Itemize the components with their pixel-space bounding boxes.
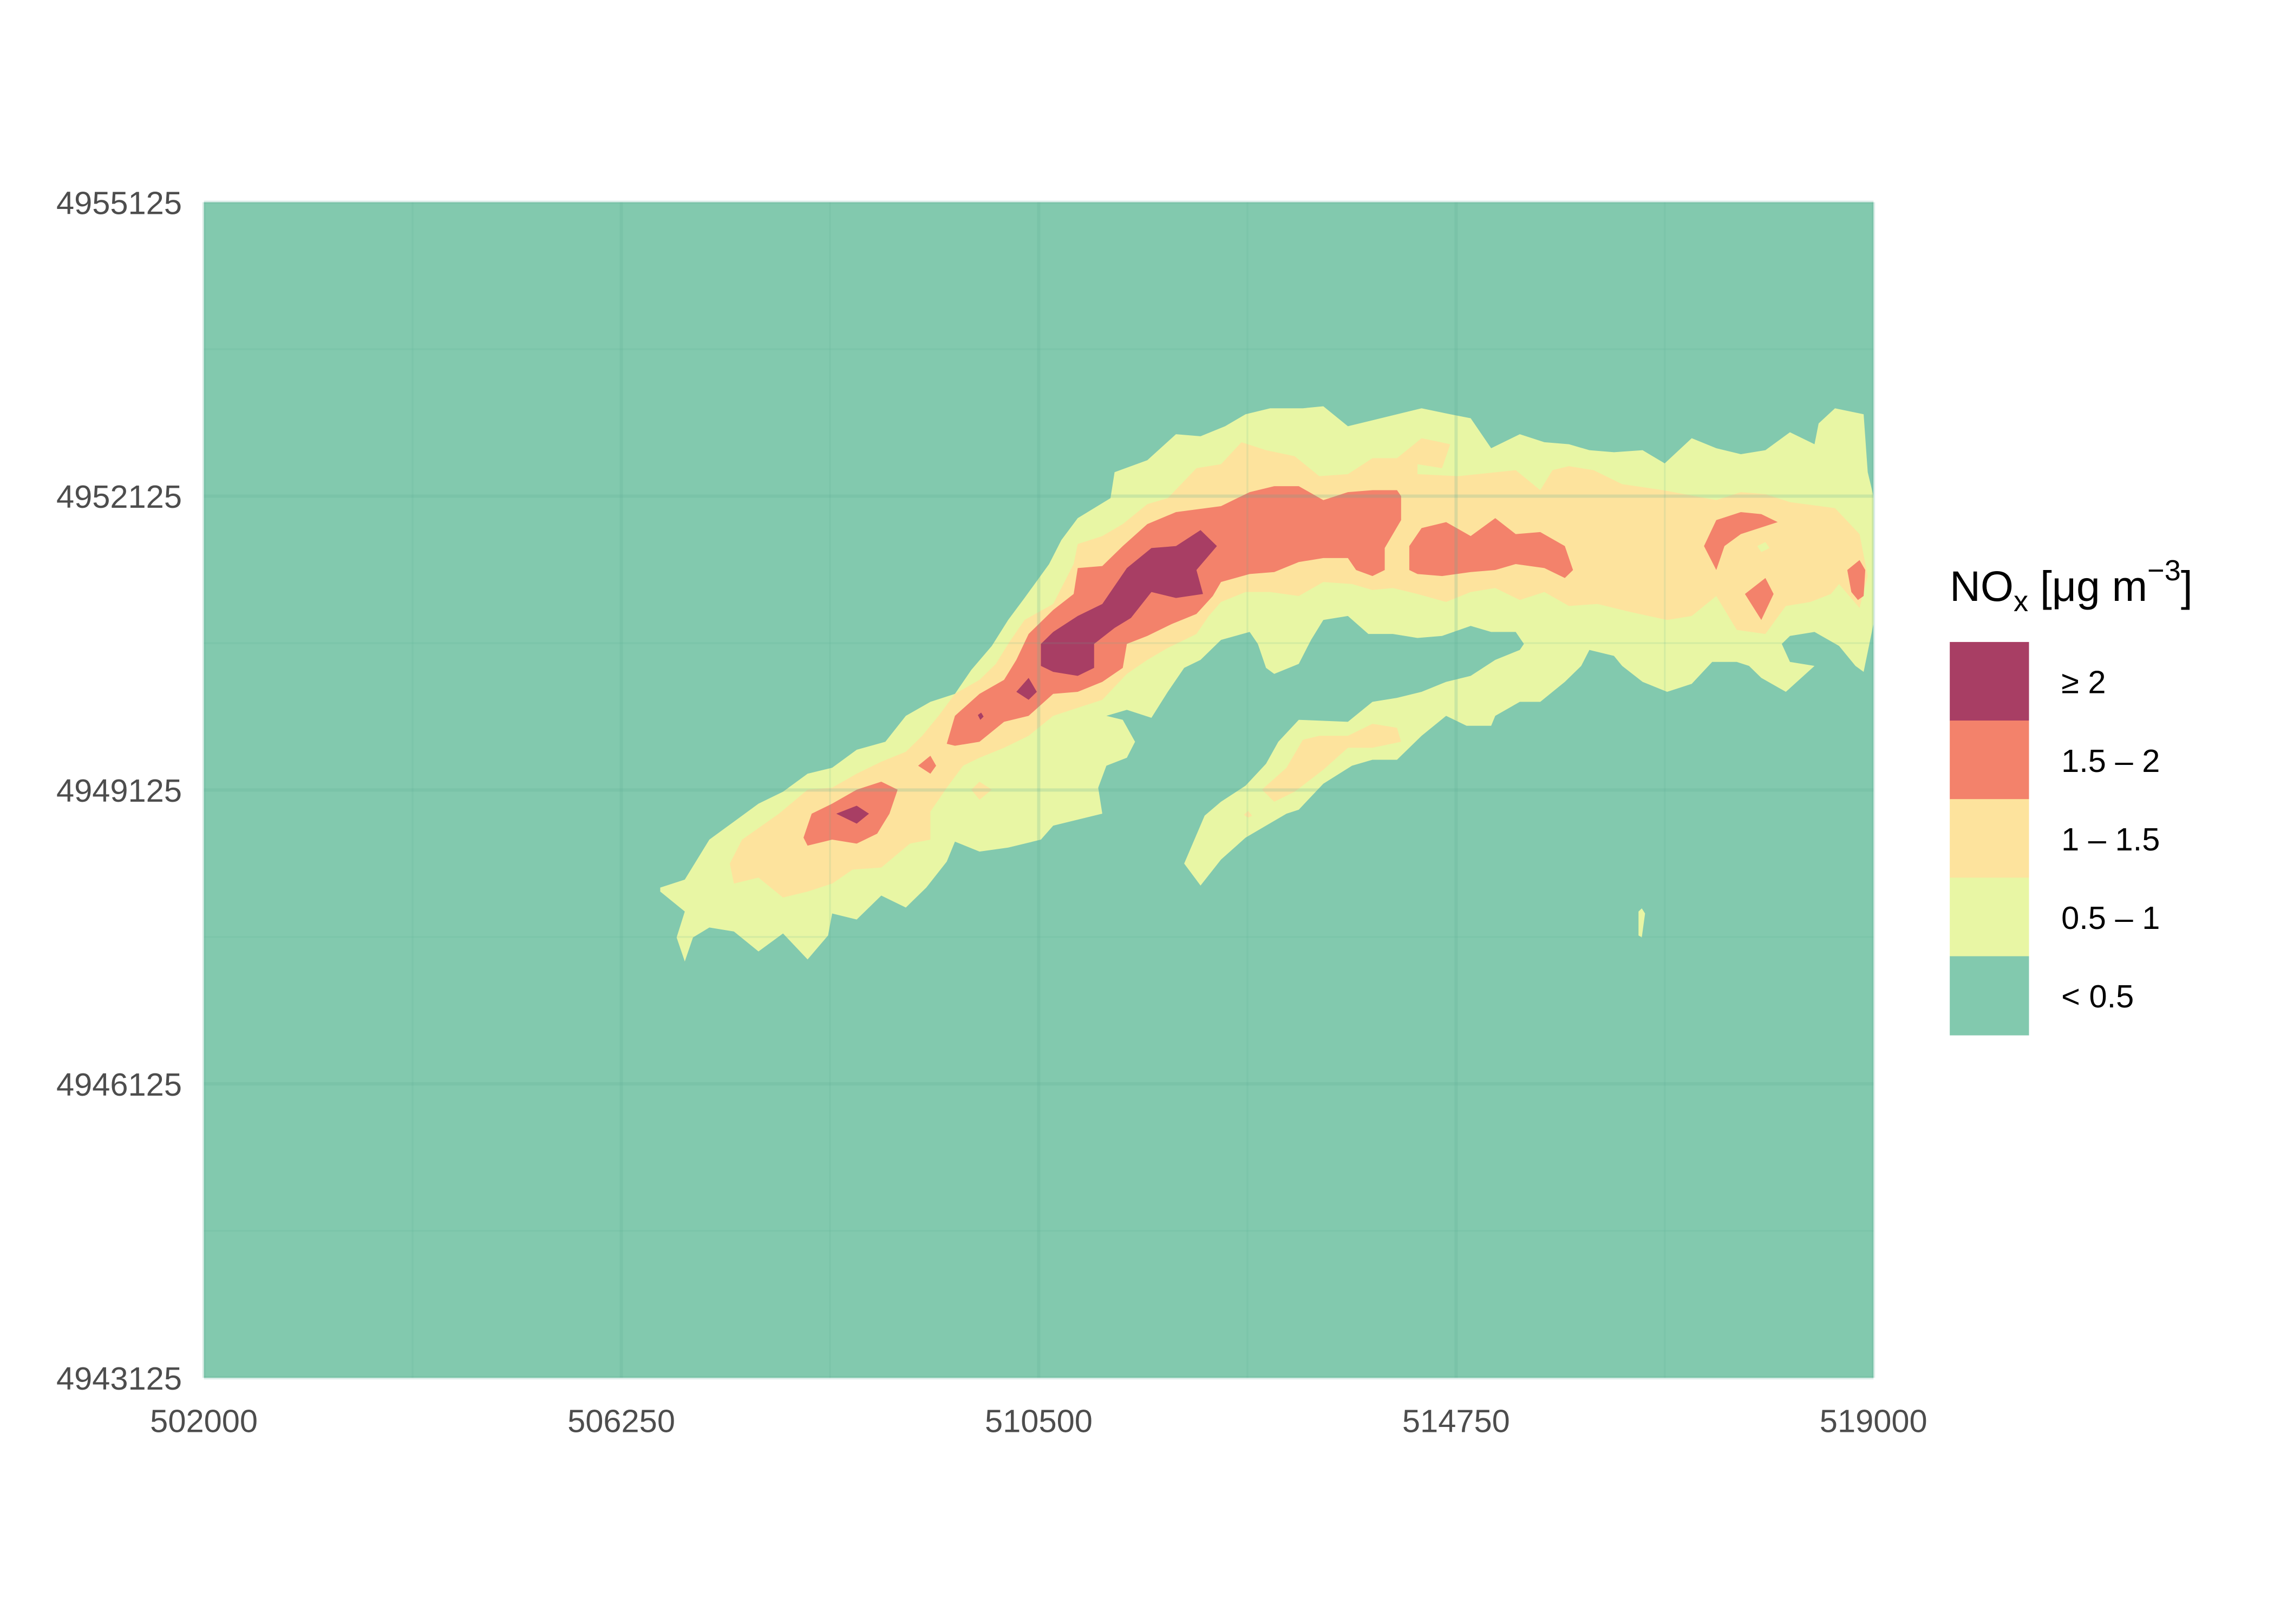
contour-region-level-1.5-2 bbox=[1847, 560, 1866, 600]
plot-panel bbox=[202, 200, 1876, 1380]
contour-region-level-1.5-2 bbox=[1704, 512, 1778, 571]
y-tick-label: 4955125 bbox=[56, 185, 182, 221]
contour-region-level-ge-2 bbox=[1041, 530, 1217, 676]
y-axis-ticks: 4943125 4946125 4949125 4952125 4955125 bbox=[56, 185, 182, 1396]
legend-swatch bbox=[1950, 799, 2029, 879]
contour-region-level-ge-2 bbox=[836, 806, 869, 824]
contour-region-level-1.5-2 bbox=[1409, 518, 1573, 578]
contour-region-level-ge-2 bbox=[978, 712, 984, 720]
x-tick-label: 506250 bbox=[567, 1403, 675, 1439]
grid-lines bbox=[202, 200, 1876, 1380]
x-tick-label: 514750 bbox=[1402, 1403, 1510, 1439]
x-tick-label: 510500 bbox=[985, 1403, 1093, 1439]
legend-swatch bbox=[1950, 641, 2029, 722]
contour-region-level-1-1.5 bbox=[971, 782, 992, 800]
contour-region-level-0.5-1 bbox=[1757, 542, 1770, 552]
contour-region-level-1.5-2 bbox=[946, 486, 1401, 746]
contour-region-level-0.5-1 bbox=[1638, 908, 1645, 938]
contour-region-level-1.5-2 bbox=[1744, 578, 1774, 620]
contour-region-level-ge-2 bbox=[1016, 678, 1037, 700]
x-tick-label: 519000 bbox=[1820, 1403, 1927, 1439]
legend-swatch bbox=[1950, 956, 2029, 1036]
contour-fills bbox=[660, 406, 1874, 962]
legend-swatch bbox=[1950, 721, 2029, 800]
legend-label: 1 – 1.5 bbox=[2061, 821, 2160, 857]
legend-swatch bbox=[1950, 878, 2029, 957]
contour-region-level-1-1.5 bbox=[1244, 810, 1252, 818]
y-tick-label: 4946125 bbox=[56, 1066, 182, 1103]
x-tick-label: 502000 bbox=[150, 1403, 258, 1439]
legend-label: 1.5 – 2 bbox=[2061, 743, 2160, 779]
contour-region-level-1.5-2 bbox=[918, 756, 936, 774]
legend-label: ≥ 2 bbox=[2061, 664, 2106, 700]
legend: NOx [μg m−3] ≥ 2 1.5 – 2 1 – 1.5 0.5 – 1 < 0… bbox=[1950, 554, 2193, 1036]
contour-region-level-1-1.5 bbox=[729, 438, 1868, 898]
legend-title: NOx [μg m−3] bbox=[1950, 554, 2193, 618]
contour-region-level-1-1.5 bbox=[1262, 724, 1401, 802]
legend-label: < 0.5 bbox=[2061, 978, 2134, 1014]
y-tick-label: 4943125 bbox=[56, 1360, 182, 1397]
x-axis-ticks: 502000 506250 510500 514750 519000 bbox=[150, 1403, 1927, 1439]
y-tick-label: 4949125 bbox=[56, 772, 182, 809]
y-tick-label: 4952125 bbox=[56, 479, 182, 515]
legend-label: 0.5 – 1 bbox=[2061, 900, 2160, 936]
